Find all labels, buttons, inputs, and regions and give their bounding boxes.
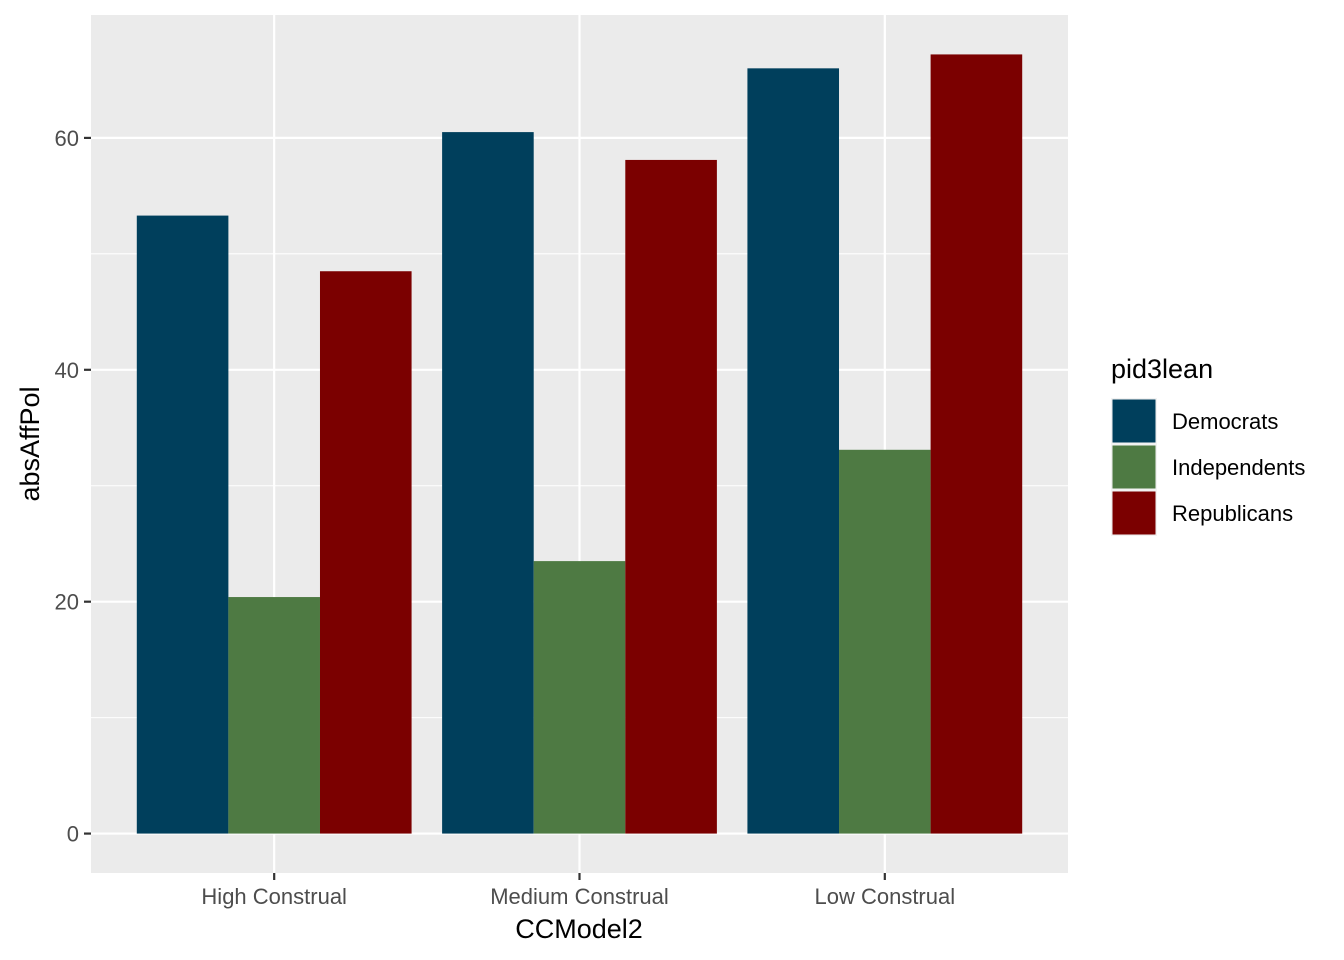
- x-tick-label: Medium Construal: [490, 884, 669, 909]
- y-tick-label: 20: [55, 590, 79, 615]
- legend-swatch-democrats: [1112, 399, 1156, 443]
- x-axis: High Construal Medium Construal Low Constr…: [201, 873, 955, 909]
- legend-label-republicans: Republicans: [1172, 501, 1293, 526]
- bar-democrats-2: [442, 132, 534, 834]
- y-axis-title: absAffPol: [15, 386, 45, 501]
- y-tick-label: 60: [55, 126, 79, 151]
- y-axis: 0 20 40 60: [55, 126, 91, 847]
- bar-democrats-1: [136, 215, 229, 834]
- x-tick-label: High Construal: [201, 884, 347, 909]
- legend-label-independents: Independents: [1172, 455, 1305, 480]
- bar-republicans-1: [319, 271, 412, 834]
- bars: [136, 54, 1023, 834]
- bar-republicans-3: [930, 54, 1023, 834]
- bar-republicans-2: [625, 159, 717, 834]
- bar-democrats-3: [747, 68, 840, 834]
- legend-swatch-republicans: [1112, 491, 1156, 535]
- x-tick-label: Low Construal: [814, 884, 955, 909]
- y-tick-label: 40: [55, 358, 79, 383]
- legend-swatch-independents: [1112, 445, 1156, 489]
- legend-label-democrats: Democrats: [1172, 409, 1278, 434]
- bar-independents-1: [228, 597, 320, 834]
- bar-independents-3: [839, 449, 931, 834]
- legend-title: pid3lean: [1111, 354, 1213, 384]
- x-axis-title: CCModel2: [515, 914, 643, 944]
- y-tick-label: 0: [67, 822, 79, 847]
- legend: pid3lean Democrats Independents Republican…: [1111, 354, 1305, 536]
- bar-independents-2: [533, 561, 626, 834]
